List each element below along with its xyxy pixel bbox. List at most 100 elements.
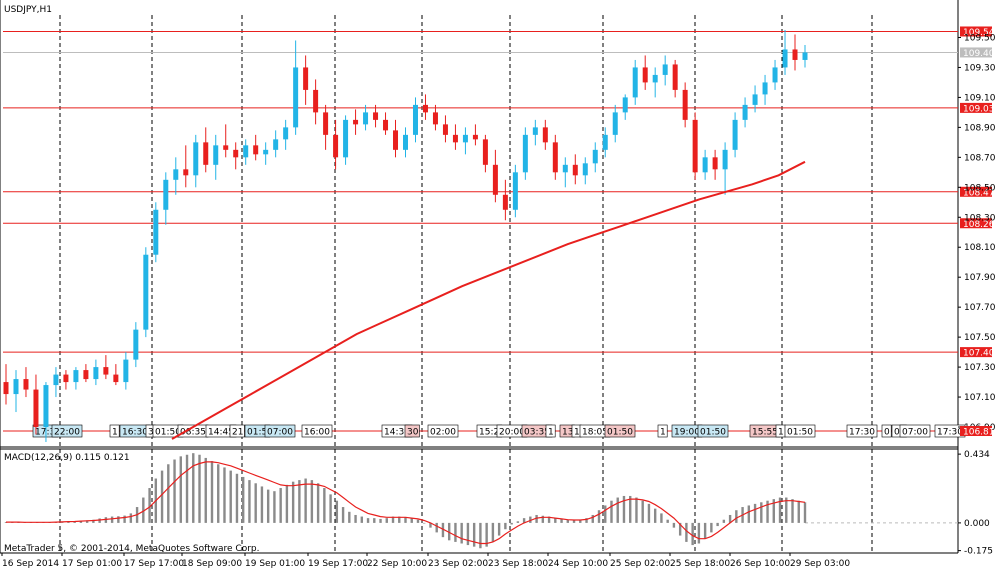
candle-body[interactable] [133, 329, 139, 360]
event-tag[interactable] [427, 424, 459, 438]
candle-body[interactable] [43, 385, 49, 428]
candle-body[interactable] [283, 127, 289, 140]
candle-body[interactable] [313, 89, 319, 113]
candle-body[interactable] [452, 134, 458, 143]
candle-body[interactable] [83, 370, 89, 380]
candle-body[interactable] [412, 104, 418, 135]
candle-body[interactable] [323, 112, 329, 135]
candle-body[interactable] [752, 94, 758, 105]
candle-body[interactable] [143, 254, 149, 330]
candle-body[interactable] [542, 127, 548, 143]
candle-body[interactable] [33, 389, 39, 428]
candle-body[interactable] [682, 89, 688, 120]
event-tag[interactable] [899, 424, 931, 438]
event-tag[interactable] [604, 424, 636, 438]
candle-body[interactable] [103, 367, 109, 375]
candle-body[interactable] [592, 149, 598, 164]
candle-body[interactable] [153, 209, 159, 255]
event-tag[interactable] [545, 424, 556, 438]
event-tag[interactable] [109, 424, 120, 438]
event-tag[interactable] [697, 424, 729, 438]
candle-body[interactable] [23, 379, 29, 390]
candle-body[interactable] [422, 104, 428, 113]
candle-body[interactable] [762, 82, 768, 95]
candle-body[interactable] [53, 374, 59, 386]
macd-y-tick-label: 0.000 [964, 519, 990, 529]
candle-body[interactable] [263, 149, 269, 155]
candle-body[interactable] [492, 164, 498, 195]
candle-body[interactable] [792, 49, 798, 60]
candle-body[interactable] [732, 119, 738, 150]
candle-body[interactable] [123, 359, 129, 383]
candle-body[interactable] [572, 164, 578, 176]
candle-body[interactable] [652, 74, 658, 83]
candle-body[interactable] [383, 119, 389, 131]
candle-body[interactable] [782, 49, 788, 68]
candle-body[interactable] [672, 64, 678, 90]
event-tag[interactable] [301, 424, 333, 438]
candle-body[interactable] [702, 157, 708, 173]
candle-body[interactable] [522, 134, 528, 173]
candle-body[interactable] [432, 112, 438, 125]
candle-body[interactable] [233, 149, 239, 158]
candle-body[interactable] [273, 139, 279, 150]
candle-body[interactable] [662, 64, 668, 75]
candle-body[interactable] [502, 194, 508, 210]
candle-body[interactable] [73, 370, 79, 383]
candle-body[interactable] [802, 52, 808, 60]
candle-body[interactable] [582, 163, 588, 176]
candle-body[interactable] [173, 169, 179, 180]
candle-body[interactable] [3, 382, 9, 395]
candle-body[interactable] [163, 179, 169, 210]
candle-body[interactable] [293, 67, 299, 128]
candle-body[interactable] [532, 127, 538, 135]
event-tag[interactable] [264, 424, 296, 438]
candle-body[interactable] [403, 134, 408, 150]
candle-body[interactable] [712, 157, 718, 170]
candle-body[interactable] [243, 145, 249, 158]
candle-body[interactable] [512, 172, 518, 210]
candle-body[interactable] [223, 145, 229, 150]
candle-body[interactable] [213, 145, 219, 165]
candle-body[interactable] [93, 367, 99, 380]
candle-body[interactable] [622, 97, 628, 113]
candle-body[interactable] [183, 169, 189, 176]
candle-body[interactable] [203, 142, 209, 165]
event-tag[interactable] [881, 424, 892, 438]
event-tag[interactable] [404, 424, 420, 438]
candle-body[interactable] [373, 112, 379, 120]
candle-body[interactable] [333, 134, 339, 158]
candle-body[interactable] [642, 67, 648, 83]
x-tick-label: 23 Sep 02:00 [428, 559, 488, 569]
candle-body[interactable] [63, 374, 69, 383]
candle-body[interactable] [462, 134, 468, 143]
candle-body[interactable] [193, 142, 199, 176]
candle-body[interactable] [113, 374, 119, 383]
candle-body[interactable] [742, 104, 748, 120]
event-tag[interactable] [229, 424, 245, 438]
candle-body[interactable] [722, 149, 728, 170]
candle-body[interactable] [343, 119, 349, 158]
event-tag[interactable] [51, 424, 83, 438]
event-tag[interactable] [657, 424, 668, 438]
event-tag[interactable] [846, 424, 878, 438]
candle-body[interactable] [253, 145, 259, 155]
candle-body[interactable] [602, 134, 608, 150]
candle-body[interactable] [562, 164, 568, 173]
candle-body[interactable] [632, 67, 638, 98]
candle-body[interactable] [612, 112, 618, 135]
candle-body[interactable] [363, 112, 369, 125]
candle-body[interactable] [772, 67, 778, 83]
candle-body[interactable] [303, 67, 309, 90]
candle-body[interactable] [442, 124, 448, 135]
candle-body[interactable] [692, 119, 698, 173]
candle-body[interactable] [552, 142, 558, 173]
candle-body[interactable] [472, 134, 478, 140]
candle-body[interactable] [393, 130, 399, 150]
candle-body[interactable] [482, 139, 488, 165]
event-tag[interactable] [784, 424, 816, 438]
candle-body[interactable] [353, 119, 359, 125]
event-tag-label: 15:55 [752, 428, 778, 438]
candle-body[interactable] [13, 379, 19, 395]
